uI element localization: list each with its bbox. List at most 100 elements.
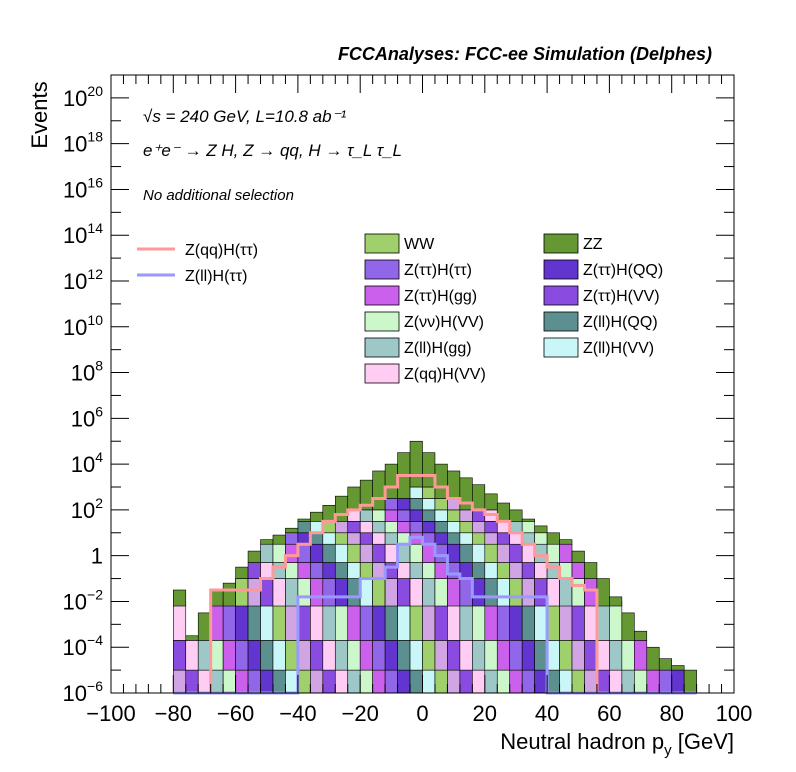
bar-bin-5-layer-1: [235, 640, 249, 671]
bar-bin-27-layer-8: [509, 532, 523, 545]
bar-bin-17-layer-9: [384, 521, 398, 534]
bar-bin-35-layer-2: [609, 601, 623, 641]
legend-swatch-2-4: [543, 337, 579, 358]
y-tick-label-3: 1: [91, 544, 103, 569]
bar-bin-14-layer-11: [347, 486, 361, 511]
bar-bin-33-layer-2: [584, 601, 598, 641]
bar-bin-2-layer-0: [197, 669, 211, 694]
overlay-line-0: [173, 474, 697, 695]
bar-bin-16-layer-8: [372, 532, 386, 545]
bar-bin-21-layer-1: [434, 640, 448, 671]
bar-bin-22-layer-10: [447, 509, 461, 522]
bar-bin-39-layer-1: [658, 658, 672, 671]
bar-bin-21-layer-12: [434, 463, 448, 499]
bar-bin-28-layer-9: [521, 521, 535, 534]
bar-bin-28-layer-8: [521, 532, 535, 545]
annotation-process: e⁺e⁻ → Z H, Z → qq, H → τ_L τ_L: [143, 141, 402, 160]
legend-label-1-3: Z(νν)H(VV): [404, 314, 484, 331]
bar-bin-21-layer-7: [434, 543, 448, 563]
legend-swatch-1-3: [364, 311, 400, 332]
bar-bin-12-layer-2: [322, 601, 336, 641]
bar-bin-8-layer-8: [272, 534, 286, 545]
bar-bin-32-layer-1: [571, 640, 585, 671]
bar-bin-8-layer-2: [272, 601, 286, 641]
bar-bin-29-layer-1: [534, 640, 548, 671]
bar-bin-20-layer-12: [422, 486, 436, 499]
bar-bin-15-layer-9: [359, 521, 373, 534]
bar-bin-16-layer-7: [372, 543, 386, 563]
legend-swatch-1-5: [364, 363, 400, 384]
bar-bin-9-layer-8: [285, 532, 299, 545]
bar-bin-11-layer-5: [310, 578, 324, 607]
bar-bin-14-layer-9: [347, 521, 361, 534]
bar-bin-19-layer-5: [409, 578, 423, 607]
legend-swatch-1-1: [364, 259, 400, 280]
annotation-energy: √s = 240 GeV, L=10.8 ab⁻¹: [143, 107, 347, 126]
bar-bin-30-layer-7: [546, 543, 560, 563]
bar-bin-14-layer-1: [347, 640, 361, 671]
legend-label-2-2: Z(ττ)H(VV): [583, 288, 660, 305]
bar-bin-13-layer-8: [334, 532, 349, 545]
bar-bin-18-layer-10: [397, 509, 411, 522]
bar-bin-32-layer-0: [571, 669, 585, 694]
bar-bin-26-layer-10: [496, 502, 511, 522]
bar-bin-34-layer-4: [596, 578, 610, 607]
bar-bin-26-layer-8: [496, 532, 511, 545]
bar-bin-12-layer-8: [322, 532, 336, 545]
bar-bin-14-layer-0: [347, 669, 361, 694]
bar-bin-12-layer-1: [322, 640, 336, 671]
bar-bin-21-layer-11: [434, 498, 448, 511]
bar-bin-8-layer-5: [272, 578, 286, 607]
bar-bin-19-layer-12: [409, 486, 423, 499]
bar-bin-1-layer-0: [185, 669, 199, 694]
bar-bin-5-layer-5: [235, 578, 249, 607]
bar-bin-26-layer-5: [496, 578, 511, 607]
bar-bin-10-layer-0: [297, 669, 311, 694]
bar-bin-20-layer-8: [422, 532, 436, 545]
bar-bin-17-layer-2: [384, 601, 398, 641]
bar-bin-37-layer-1: [634, 640, 648, 671]
bar-bin-30-layer-8: [546, 532, 560, 545]
bar-bin-33-layer-5: [584, 578, 598, 607]
y-tick-label-12: 1018: [63, 129, 103, 157]
bar-bin-18-layer-8: [397, 532, 411, 545]
x-tick-label-5: 0: [416, 701, 428, 726]
bar-bin-27-layer-7: [509, 543, 523, 563]
bar-bin-1-layer-2: [185, 635, 199, 641]
x-tick-label-8: 60: [597, 701, 621, 726]
bar-bin-19-layer-9: [409, 521, 423, 534]
bar-bin-16-layer-2: [372, 601, 386, 641]
bar-bin-19-layer-7: [409, 543, 423, 563]
bar-bin-30-layer-6: [546, 562, 560, 579]
bar-bin-15-layer-7: [359, 543, 373, 563]
bar-bin-33-layer-1: [584, 640, 598, 671]
bar-bin-22-layer-5: [447, 578, 461, 607]
bar-bin-10-layer-6: [297, 562, 311, 579]
bar-bin-28-layer-1: [521, 640, 535, 671]
x-axis-label-main: Neutral hadron p: [500, 729, 664, 754]
legend-swatch-1-2: [364, 285, 400, 306]
y-tick-label-8: 1010: [63, 312, 103, 340]
bar-bin-22-layer-2: [447, 601, 461, 641]
bar-bin-29-layer-9: [534, 525, 548, 534]
bar-bin-10-layer-10: [297, 518, 311, 522]
bar-bin-18-layer-7: [397, 543, 411, 563]
bar-bin-14-layer-7: [347, 543, 361, 563]
bar-bin-9-layer-5: [285, 578, 299, 607]
bar-bin-10-layer-8: [297, 532, 311, 545]
legend-swatch-2-3: [543, 311, 579, 332]
bar-bin-18-layer-0: [397, 669, 411, 694]
bar-bin-23-layer-11: [459, 477, 473, 511]
bar-bin-30-layer-0: [546, 669, 560, 694]
bar-bin-25-layer-5: [484, 578, 498, 607]
legend-label-1-5: Z(qq)H(VV): [404, 366, 486, 383]
y-tick-label-7: 108: [71, 358, 103, 386]
legend-swatch-1-4: [364, 337, 400, 358]
bar-bin-10-layer-7: [297, 543, 311, 563]
bar-bin-14-layer-2: [347, 601, 361, 641]
bar-bin-29-layer-8: [534, 532, 548, 545]
bar-bin-15-layer-10: [359, 509, 373, 522]
bar-bin-16-layer-5: [372, 578, 386, 607]
bar-bin-18-layer-9: [397, 521, 411, 534]
bar-bin-26-layer-1: [496, 640, 511, 671]
